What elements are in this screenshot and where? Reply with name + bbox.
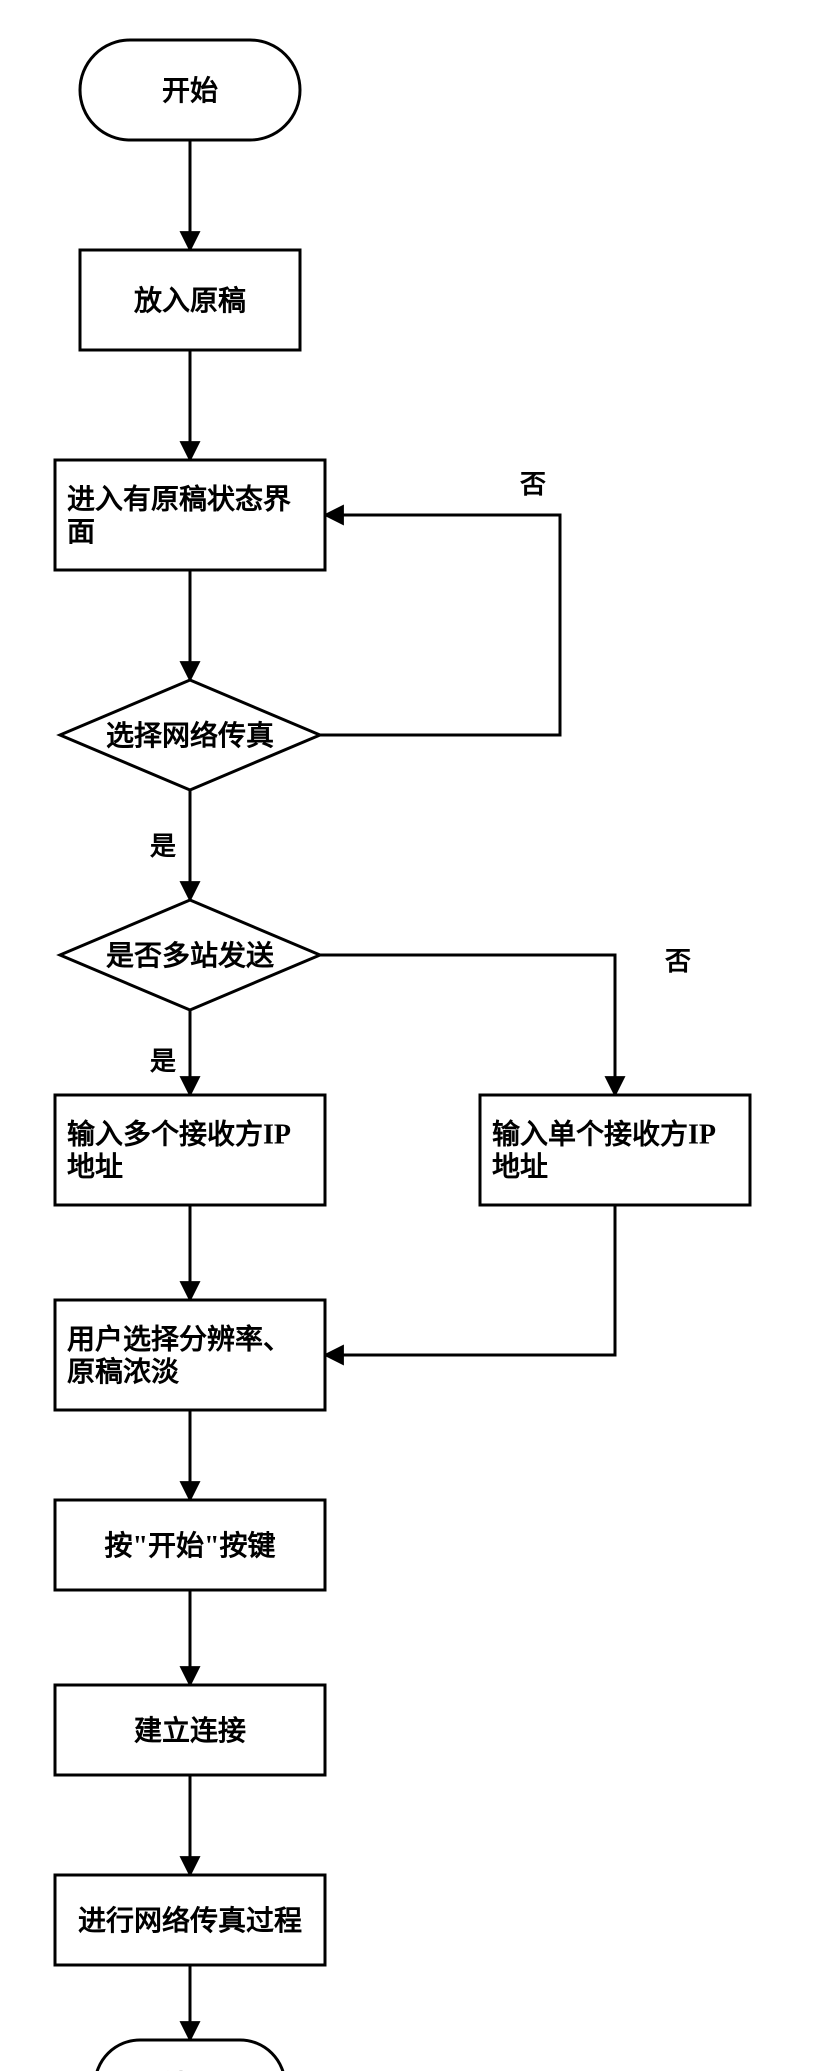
edge-label: 否 [520,470,546,499]
edge-label: 是 [150,1047,176,1076]
node-n3a: 输入多个接收方IP地址 [55,1095,325,1205]
node-label: 是否多站发送 [106,939,274,972]
node-label: 原稿浓淡 [67,1356,180,1388]
node-label: 输入单个接收方IP [492,1118,716,1151]
node-n6: 建立连接 [55,1685,325,1775]
node-n1: 放入原稿 [80,250,300,350]
edge-d1-n2 [320,515,560,735]
node-n5: 按"开始"按键 [55,1500,325,1590]
node-label: 开始 [162,75,218,107]
edge-label: 是 [150,832,176,861]
node-d2: 是否多站发送 [60,900,320,1010]
edge-label: 否 [665,947,691,976]
node-n4: 用户选择分辨率、原稿浓淡 [55,1300,325,1410]
node-label: 放入原稿 [133,284,246,317]
node-label: 用户选择分辨率、 [67,1323,291,1356]
node-label: 输入多个接收方IP [67,1118,291,1151]
flowchart: 是否是否开始放入原稿进入有原稿状态界面选择网络传真是否多站发送输入多个接收方IP… [0,0,814,2071]
node-d1: 选择网络传真 [60,680,320,790]
edge-n3b-n4 [325,1205,615,1355]
node-n7: 进行网络传真过程 [55,1875,325,1965]
node-label: 进入有原稿状态界 [67,484,291,516]
node-label: 建立连接 [134,1714,246,1747]
node-label: 地址 [492,1151,548,1183]
edge-d2-n3b [320,955,615,1095]
node-end: 结束 [95,2040,285,2071]
node-n2: 进入有原稿状态界面 [55,460,325,570]
node-n3b: 输入单个接收方IP地址 [480,1095,750,1205]
node-start: 开始 [80,40,300,140]
node-label: 选择网络传真 [106,719,274,752]
node-label: 按"开始"按键 [104,1529,275,1562]
node-label: 进行网络传真过程 [78,1904,302,1937]
node-label: 面 [67,517,95,548]
node-label: 地址 [67,1151,123,1183]
